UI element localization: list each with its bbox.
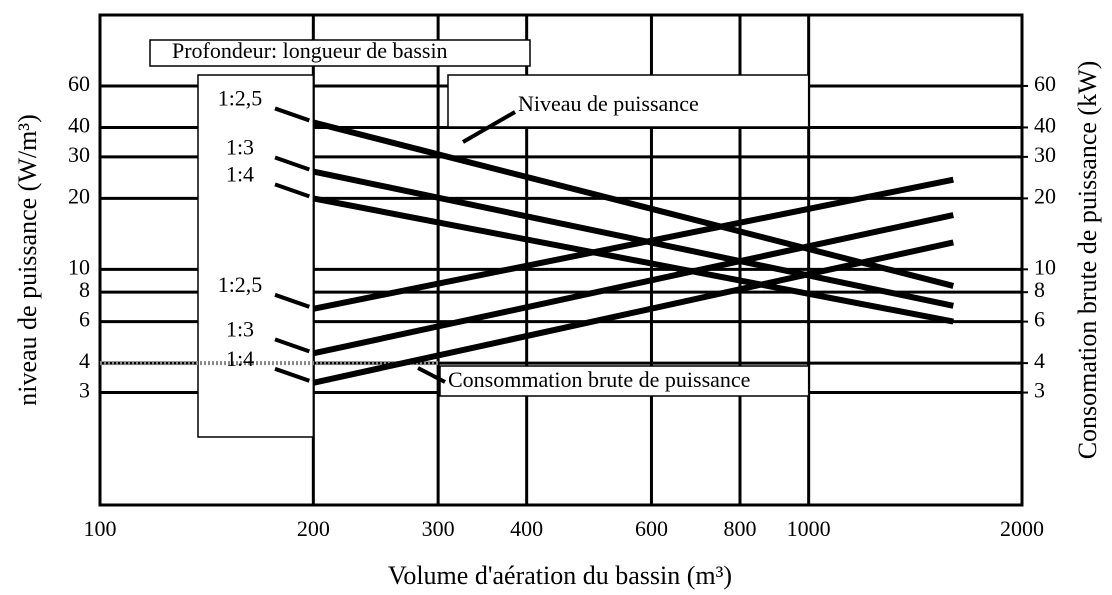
series-line	[312, 212, 954, 357]
series-label: 1:3	[226, 135, 254, 160]
y2-tick-label: 3	[1034, 378, 1045, 403]
series-line	[312, 239, 954, 386]
x-tick-label: 1000	[787, 516, 831, 541]
x-tick-label: 600	[635, 516, 668, 541]
x-axis-label: Volume d'aération du bassin (m³)	[388, 561, 732, 590]
y2-tick-label: 8	[1034, 277, 1045, 302]
label-box	[197, 74, 315, 438]
y2-tick-label: 10	[1034, 254, 1056, 279]
arrow	[274, 182, 310, 199]
y-tick-label: 60	[68, 71, 90, 96]
annotation-box	[149, 39, 531, 67]
series-line	[312, 195, 954, 325]
x-tick-label: 200	[297, 516, 330, 541]
annotation-box	[439, 365, 810, 397]
y-axis-label: niveau de puissance (W/m³)	[13, 114, 42, 406]
series-label: 1:4	[226, 161, 254, 186]
series-label: 1:2,5	[218, 272, 263, 297]
annotation: Consommation brute de puissance	[448, 367, 750, 392]
arrow	[274, 366, 310, 383]
arrow	[274, 155, 310, 172]
y2-tick-label: 20	[1034, 183, 1056, 208]
x-tick-label: 100	[84, 516, 117, 541]
y-tick-label: 10	[68, 254, 90, 279]
annotation-box	[447, 74, 810, 128]
x-tick-label: 2000	[1000, 516, 1044, 541]
y2-tick-label: 4	[1034, 348, 1045, 373]
y2-tick-label: 30	[1034, 142, 1056, 167]
x-tick-label: 800	[723, 516, 756, 541]
arrow	[274, 292, 310, 309]
y2-axis-label: Consomation brute de puissance (kW)	[1073, 61, 1102, 460]
y2-tick-label: 6	[1034, 307, 1045, 332]
x-tick-label: 400	[510, 516, 543, 541]
series-line	[312, 119, 955, 289]
annotation: Niveau de puissance	[518, 91, 699, 116]
arrow	[274, 106, 310, 123]
y-tick-label: 3	[79, 378, 90, 403]
annotation: Profondeur: longueur de bassin	[172, 38, 448, 63]
y-tick-label: 8	[79, 277, 90, 302]
series-line	[312, 168, 954, 309]
series-label: 1:3	[226, 316, 254, 341]
arrow	[462, 110, 516, 144]
plot-frame	[98, 13, 1024, 507]
y2-tick-label: 60	[1034, 71, 1056, 96]
y-tick-label: 20	[68, 183, 90, 208]
series-label: 1:4	[226, 346, 254, 371]
y-tick-label: 40	[68, 112, 90, 137]
arrow	[417, 366, 446, 384]
x-tick-label: 300	[422, 516, 455, 541]
y-tick-label: 30	[68, 142, 90, 167]
arrow	[274, 337, 310, 354]
y-tick-label: 4	[79, 348, 90, 373]
series-line	[312, 176, 954, 312]
series-label: 1:2,5	[218, 85, 263, 110]
y2-tick-label: 40	[1034, 112, 1056, 137]
y-tick-label: 6	[79, 307, 90, 332]
